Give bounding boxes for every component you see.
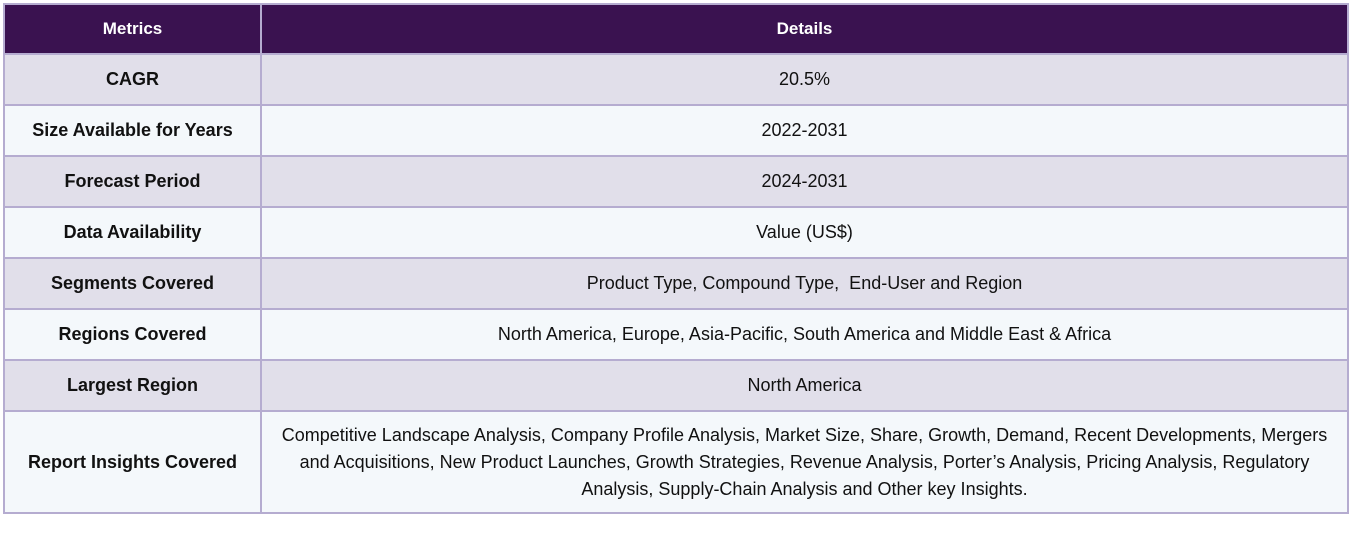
detail-cell: North America bbox=[260, 359, 1349, 412]
report-metrics-table-container: Metrics Details CAGR 20.5% Size Availabl… bbox=[3, 3, 1349, 514]
metric-cell: Largest Region bbox=[3, 359, 262, 412]
table-row: Segments Covered Product Type, Compound … bbox=[3, 257, 1349, 310]
table-row: Size Available for Years 2022-2031 bbox=[3, 104, 1349, 157]
metric-cell: Regions Covered bbox=[3, 308, 262, 361]
table-row: Forecast Period 2024-2031 bbox=[3, 155, 1349, 208]
table-row: Largest Region North America bbox=[3, 359, 1349, 412]
metric-cell: Size Available for Years bbox=[3, 104, 262, 157]
metric-cell: CAGR bbox=[3, 53, 262, 106]
detail-cell: Value (US$) bbox=[260, 206, 1349, 259]
table-header-row: Metrics Details bbox=[3, 3, 1349, 55]
metric-cell: Report Insights Covered bbox=[3, 410, 262, 514]
detail-cell: Competitive Landscape Analysis, Company … bbox=[260, 410, 1349, 514]
column-header-metrics: Metrics bbox=[3, 3, 262, 55]
detail-cell: 2024-2031 bbox=[260, 155, 1349, 208]
detail-cell: Product Type, Compound Type, End-User an… bbox=[260, 257, 1349, 310]
detail-cell: 2022-2031 bbox=[260, 104, 1349, 157]
detail-cell: North America, Europe, Asia-Pacific, Sou… bbox=[260, 308, 1349, 361]
column-header-details: Details bbox=[260, 3, 1349, 55]
metric-cell: Forecast Period bbox=[3, 155, 262, 208]
table-row: Regions Covered North America, Europe, A… bbox=[3, 308, 1349, 361]
metric-cell: Segments Covered bbox=[3, 257, 262, 310]
metric-cell: Data Availability bbox=[3, 206, 262, 259]
table-row: Data Availability Value (US$) bbox=[3, 206, 1349, 259]
table-row: CAGR 20.5% bbox=[3, 53, 1349, 106]
detail-cell: 20.5% bbox=[260, 53, 1349, 106]
report-metrics-table: Metrics Details CAGR 20.5% Size Availabl… bbox=[3, 3, 1349, 514]
table-row: Report Insights Covered Competitive Land… bbox=[3, 410, 1349, 514]
